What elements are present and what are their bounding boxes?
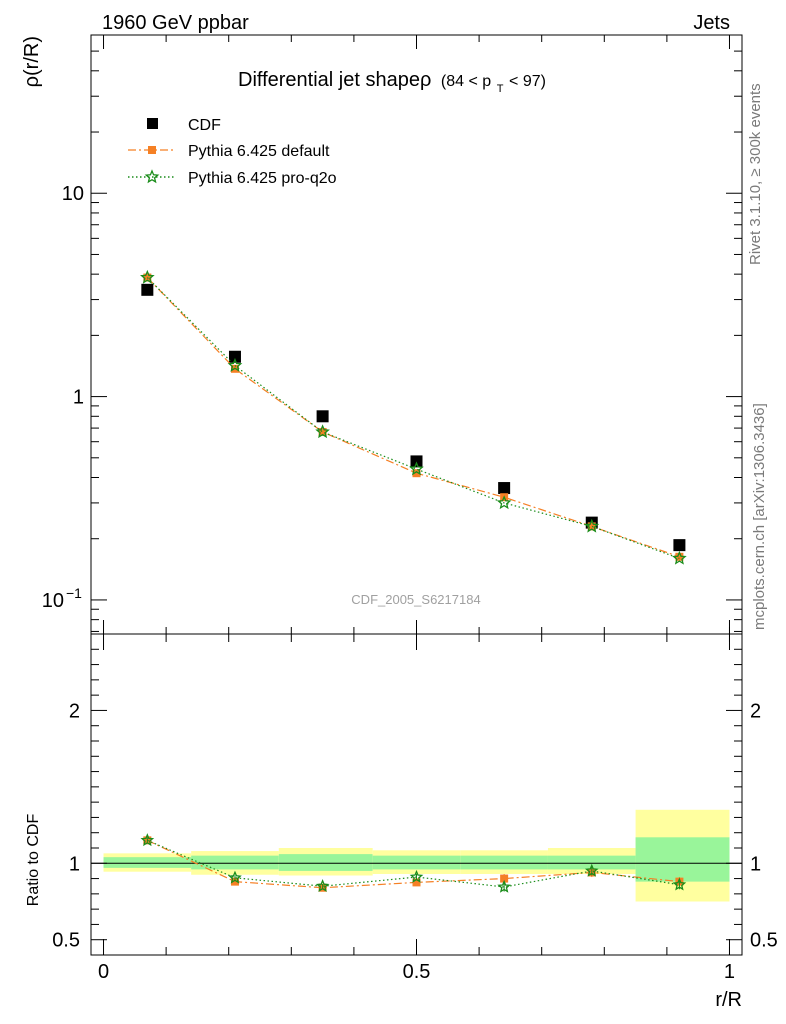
main-title: Differential jet shapeρ (84 < p T < 97) [238, 69, 546, 97]
ratio-xtick-label: 0.5 [403, 961, 431, 983]
default-point [587, 522, 596, 531]
rivet-label: Rivet 3.1.10, ≥ 300k events [747, 83, 764, 265]
ratio-band-green [278, 854, 373, 871]
main-title-sub-end: < 97) [509, 73, 546, 90]
main-title-sub: (84 < p [441, 73, 491, 90]
ratio-default-point [230, 877, 239, 886]
ratio-q2o-point [228, 870, 242, 884]
q2o-point [227, 357, 243, 372]
q2o-point [409, 461, 424, 476]
legend-marker-q2o [144, 169, 160, 184]
cdf-point [316, 410, 329, 423]
q2o-point [584, 518, 600, 533]
q2o-point [672, 550, 687, 565]
legend-marker-cdf [147, 118, 158, 129]
ratio-ytick-label: 2 [69, 700, 80, 722]
ratio-default-point [412, 878, 421, 887]
ratio-band-green [372, 855, 461, 870]
main-series-line-1 [146, 277, 680, 558]
ratio-ticks: 0.5 0.5 1 1 2 2 0 0.5 1 [52, 634, 778, 983]
legend: CDF Pythia 6.425 default Pythia 6.425 pr… [128, 117, 337, 187]
ratio-marks [140, 833, 687, 893]
legend-label-default: Pythia 6.425 default [188, 143, 330, 160]
main-ytick-label: 10 [42, 590, 64, 612]
ratio-q2o-point [584, 863, 599, 877]
default-point [412, 469, 421, 478]
ratio-bands [103, 809, 730, 902]
ratio-ytick-label-right: 2 [750, 700, 761, 722]
ratio-frame [90, 633, 743, 956]
ratio-q2o-point [672, 877, 687, 891]
q2o-point [496, 495, 512, 510]
ratio-ylabel: Ratio to CDF [25, 814, 42, 907]
process-label: Jets [693, 12, 730, 34]
default-point [318, 427, 327, 436]
main-marks [140, 269, 687, 565]
ratio-xlabel: r/R [715, 989, 742, 1011]
cdf-point [498, 482, 511, 495]
main-ytick-label: 1 [73, 387, 84, 409]
ratio-default-point [500, 874, 509, 883]
cdf-point [141, 283, 154, 296]
ratio-ytick-label: 1 [69, 853, 80, 875]
ratio-q2o-point [315, 879, 330, 893]
main-ylabel: ρ(r/R) [21, 36, 43, 87]
ratio-band-green [460, 855, 548, 870]
ratio-band-green [191, 855, 279, 870]
ratio-ytick-label: 0.5 [52, 930, 80, 952]
ratio-band-green [547, 855, 636, 870]
ratio-q2o-point [497, 879, 511, 893]
energy-label: 1960 GeV ppbar [102, 12, 249, 34]
legend-marker-default [148, 146, 156, 154]
ratio-band-green [635, 837, 730, 882]
ratio-ytick-label-right: 0.5 [750, 930, 778, 952]
main-ytick-exp: −1 [66, 585, 82, 601]
main-title-text: Differential jet shapeρ [238, 69, 431, 91]
mcplots-label: mcplots.cern.ch [arXiv:1306.3436] [751, 403, 768, 630]
ratio-xtick-label: 0 [98, 961, 109, 983]
legend-label-q2o: Pythia 6.425 pro-q2o [188, 170, 337, 187]
ratio-panel: 0.5 0.5 1 1 2 2 0 0.5 1 [52, 633, 778, 983]
ratio-band-green [103, 857, 192, 868]
cdf-point [228, 350, 241, 363]
ratio-ytick-label-right: 1 [750, 853, 761, 875]
q2o-point [140, 269, 155, 284]
ratio-q2o-point [140, 833, 155, 847]
main-series-line-2 [146, 277, 680, 559]
main-title-sub-t: T [497, 83, 504, 95]
q2o-point [315, 424, 330, 439]
ratio-xtick-label: 1 [724, 961, 735, 983]
analysis-watermark: CDF_2005_S6217184 [351, 592, 480, 607]
main-ytick-label: 10 [62, 183, 84, 205]
legend-label-cdf: CDF [188, 117, 221, 134]
ratio-q2o-point [409, 869, 424, 883]
default-point [675, 552, 684, 561]
cdf-point [673, 539, 686, 552]
